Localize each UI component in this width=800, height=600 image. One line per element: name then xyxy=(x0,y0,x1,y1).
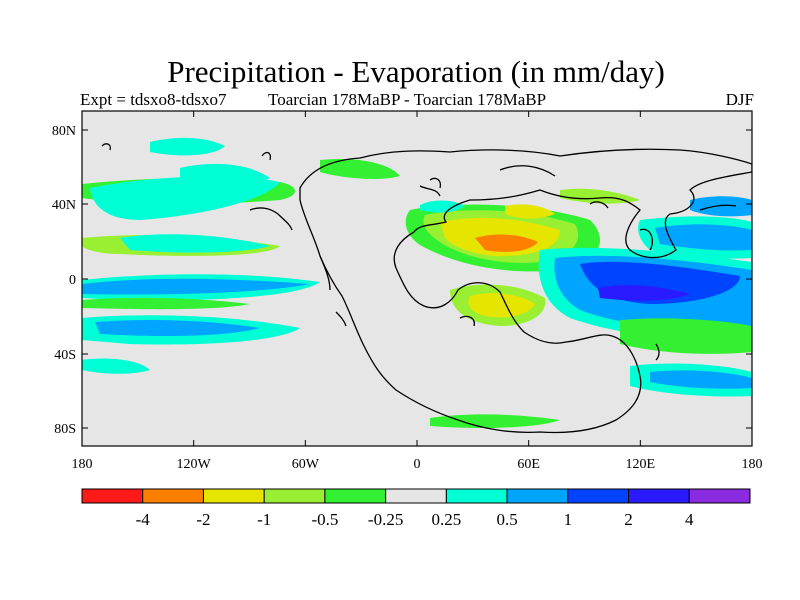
island xyxy=(101,143,112,151)
contour-region xyxy=(82,358,150,374)
contour-region xyxy=(620,318,752,354)
experiment-label: Expt = tdsxo8-tdsxo7 xyxy=(80,90,227,109)
lat-tick-label: 40S xyxy=(54,348,76,363)
colorbar-swatch xyxy=(202,488,265,504)
island xyxy=(639,228,654,251)
lat-tick-label: 40N xyxy=(52,198,76,213)
lon-tick-label: 60E xyxy=(517,457,540,472)
colorbar-swatch xyxy=(688,488,751,504)
colorbar-swatch xyxy=(81,488,144,504)
contour-region xyxy=(468,293,535,318)
contour-region xyxy=(430,414,560,428)
contour-region xyxy=(420,200,465,213)
chart-title: Precipitation - Evaporation (in mm/day) xyxy=(167,54,665,89)
colorbar-label: -4 xyxy=(136,510,151,529)
contour-region xyxy=(690,196,752,217)
contour-region xyxy=(82,297,250,310)
colorbar-swatch xyxy=(324,488,387,504)
contour-region xyxy=(180,163,270,187)
colorbar-swatch xyxy=(385,488,447,504)
lon-tick-label: 60W xyxy=(292,457,320,472)
colorbar: -4 -2 -1 -0.5 -0.25 0.25 0.5 1 2 4 xyxy=(81,488,751,529)
island xyxy=(589,201,609,209)
colorbar-label: -0.25 xyxy=(368,510,403,529)
colorbar-label: -1 xyxy=(257,510,271,529)
island xyxy=(655,343,660,361)
period-label: Toarcian 178MaBP - Toarcian 178MaBP xyxy=(268,90,547,109)
island xyxy=(459,315,475,327)
contour-region xyxy=(150,137,225,156)
lon-tick-label: 180 xyxy=(742,457,763,472)
longitude-axis: 180 120W 60W 0 60E 120E 180 xyxy=(72,111,763,472)
island xyxy=(699,204,737,211)
island xyxy=(249,207,293,231)
colorbar-label: 0.25 xyxy=(431,510,461,529)
colorbar-label: 0.5 xyxy=(496,510,517,529)
island xyxy=(261,151,272,161)
pe-contour-field xyxy=(82,137,752,428)
contour-region xyxy=(90,176,280,220)
contour-region xyxy=(650,370,752,389)
contour-region xyxy=(95,320,260,336)
contour-region xyxy=(655,224,752,251)
lat-tick-label: 80S xyxy=(54,422,76,437)
coast-detail xyxy=(419,185,441,197)
colorbar-swatch xyxy=(628,488,690,504)
colorbar-label: -2 xyxy=(196,510,210,529)
coast-detail xyxy=(499,165,556,177)
colorbar-swatch xyxy=(263,488,326,504)
season-label: DJF xyxy=(725,90,754,109)
contour-region xyxy=(120,234,270,253)
contour-region xyxy=(82,278,310,295)
lat-tick-label: 80N xyxy=(52,124,76,139)
island xyxy=(429,177,442,189)
coast-detail xyxy=(319,255,331,291)
colorbar-label: 1 xyxy=(564,510,573,529)
colorbar-label: 2 xyxy=(624,510,633,529)
lat-tick-label: 0 xyxy=(69,273,76,288)
contour-region xyxy=(320,158,400,179)
colorbar-label: -0.5 xyxy=(311,510,338,529)
lon-tick-label: 120W xyxy=(177,457,212,472)
lon-tick-label: 0 xyxy=(414,457,421,472)
colorbar-swatch xyxy=(506,488,569,504)
latitude-axis: 80N 40N 0 40S 80S xyxy=(52,124,752,437)
contour-region xyxy=(505,204,555,219)
colorbar-swatch xyxy=(445,488,508,504)
colorbar-label: 4 xyxy=(685,510,694,529)
contour-region xyxy=(475,234,538,252)
colorbar-swatch xyxy=(567,488,630,504)
contour-region xyxy=(560,188,640,204)
pangaea-coast xyxy=(299,148,752,434)
contour-region xyxy=(598,285,690,301)
colorbar-swatch xyxy=(142,488,204,504)
paleo-coastlines xyxy=(101,143,752,434)
lon-tick-label: 120E xyxy=(626,457,656,472)
lon-tick-label: 180 xyxy=(72,457,93,472)
island xyxy=(335,311,347,327)
